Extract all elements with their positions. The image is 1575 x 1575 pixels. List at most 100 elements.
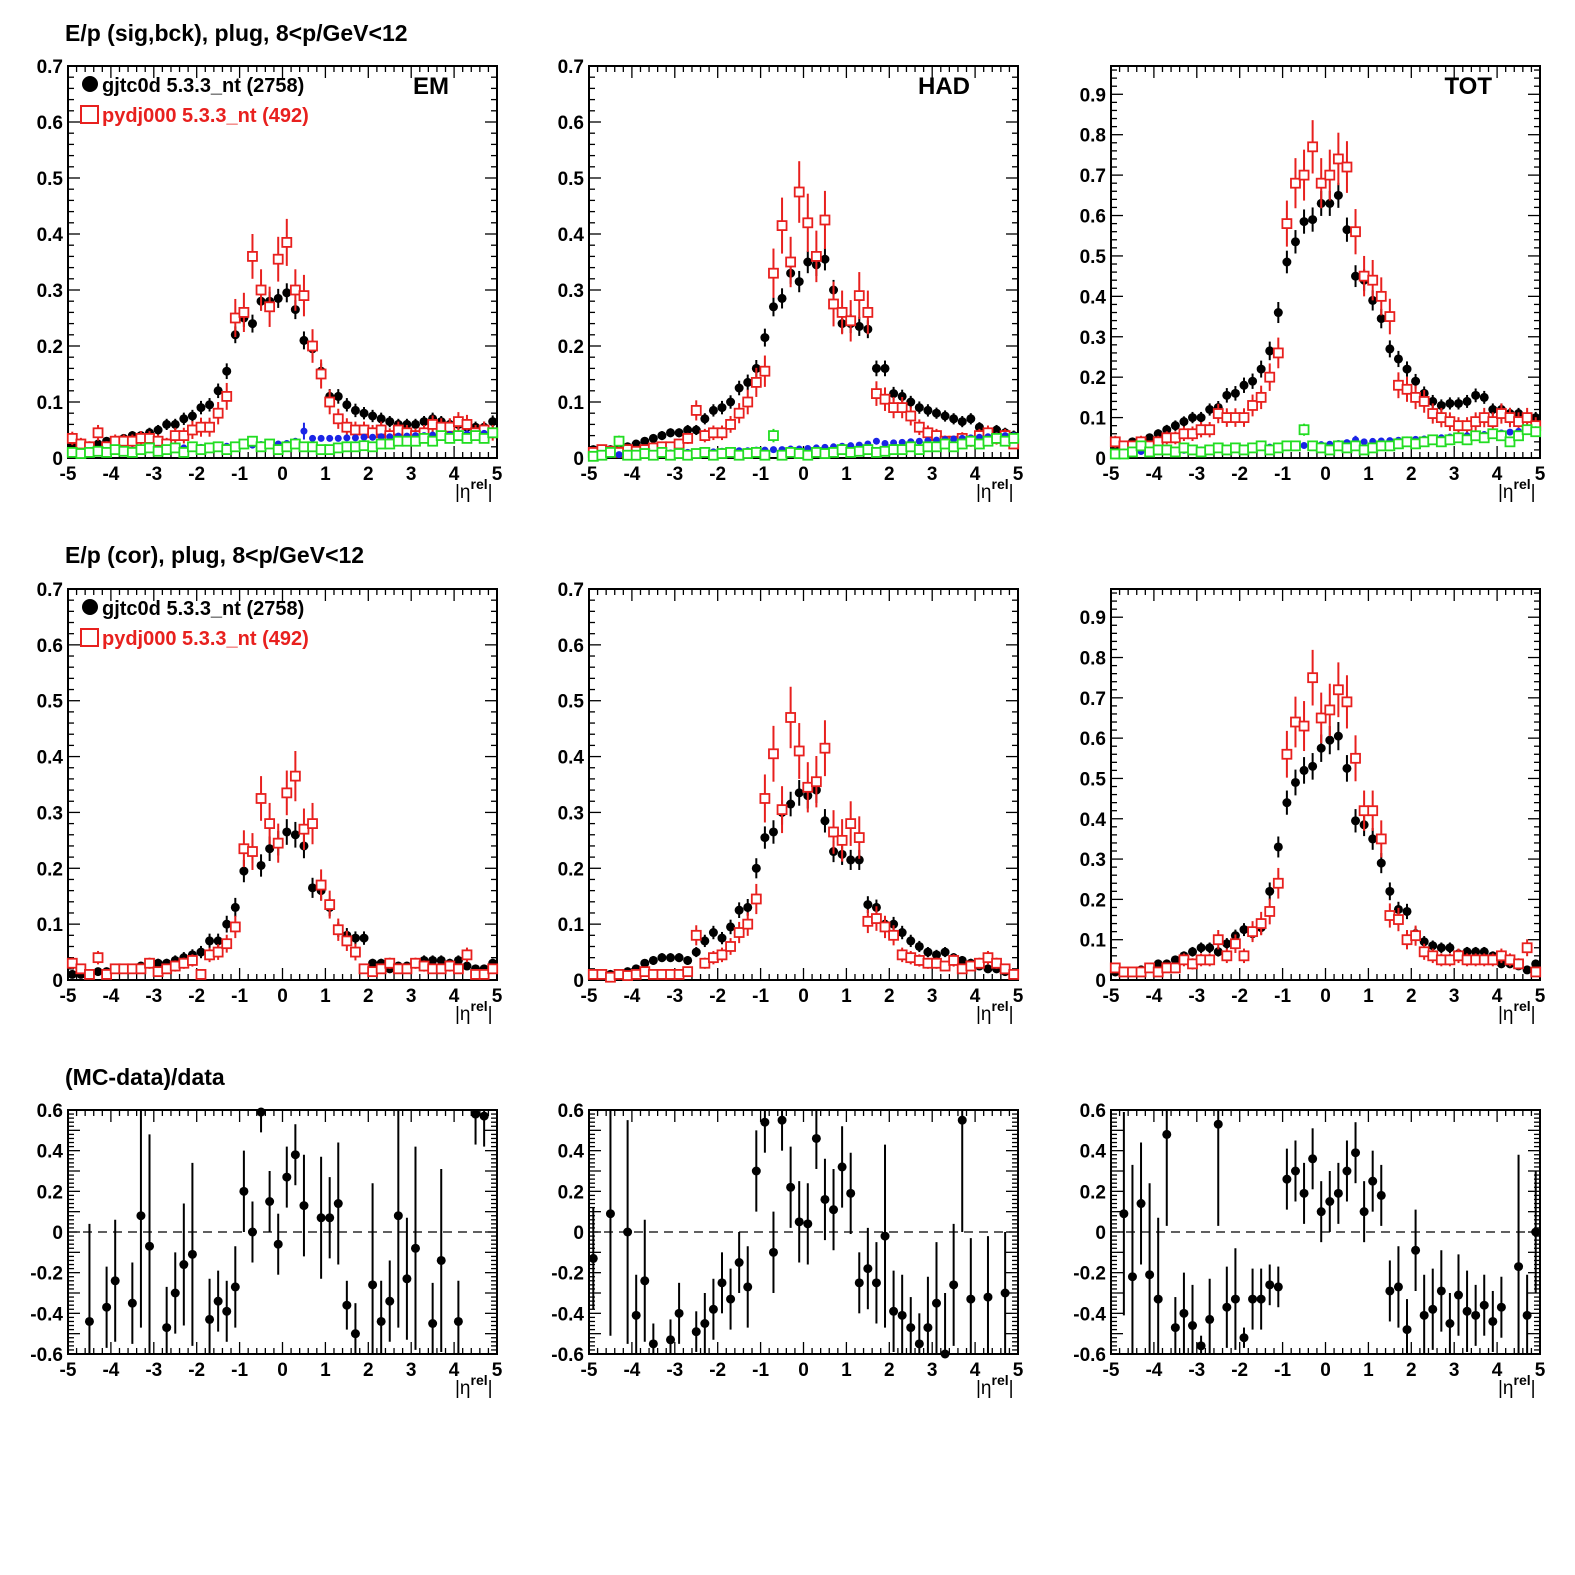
data-point <box>410 1243 420 1253</box>
data-point <box>238 843 250 855</box>
data-point <box>1307 672 1319 684</box>
data-point <box>325 1213 335 1223</box>
data-point <box>1265 886 1275 896</box>
data-point <box>375 424 387 436</box>
data-point <box>265 1197 275 1206</box>
x-tick-label: -5 <box>60 464 77 485</box>
data-point <box>1495 408 1507 419</box>
data-point <box>1393 379 1404 391</box>
data-point <box>205 1314 215 1324</box>
series-bck_mc <box>66 427 499 459</box>
y-tick-label: 0.4 <box>37 1142 64 1163</box>
data-point <box>1453 420 1464 432</box>
data-point <box>820 254 830 264</box>
data-point <box>1358 270 1370 282</box>
y-tick-label: 0.5 <box>558 692 585 713</box>
data-point <box>1316 743 1326 753</box>
data-point <box>776 220 788 232</box>
data-point <box>1436 1286 1446 1296</box>
data-point <box>949 414 959 424</box>
series-mc <box>66 218 499 453</box>
data-point <box>418 960 430 972</box>
data-point <box>290 830 300 840</box>
x-tick-label: 2 <box>884 464 895 485</box>
panel-label: HAD <box>918 73 970 100</box>
x-tick-label: -2 <box>188 986 205 1007</box>
x-axis-label: |ηrel| <box>455 998 493 1025</box>
data-point <box>1264 371 1276 383</box>
data-point <box>1419 1310 1429 1320</box>
data-point <box>315 444 327 456</box>
data-point <box>896 444 908 456</box>
data-point <box>853 832 865 843</box>
data-point <box>1204 424 1216 436</box>
data-point <box>1188 1321 1198 1331</box>
x-tick-label: 3 <box>1449 986 1460 1007</box>
data-point <box>127 1298 137 1308</box>
data-point <box>315 879 327 891</box>
data-point <box>1445 1319 1455 1328</box>
y-tick-label: 0.6 <box>1080 207 1106 228</box>
data-point <box>369 433 377 441</box>
data-point <box>991 957 1002 969</box>
x-tick-label: -4 <box>623 986 640 1007</box>
data-point <box>317 434 325 442</box>
data-point <box>1350 440 1361 452</box>
data-point <box>1324 169 1336 181</box>
data-point <box>931 1298 941 1308</box>
data-point <box>983 1292 993 1302</box>
data-point <box>751 1166 761 1176</box>
data-point <box>452 430 464 442</box>
data-point <box>879 393 891 405</box>
x-axis-label-sup: rel <box>471 476 488 492</box>
data-point <box>982 435 994 447</box>
data-point <box>965 960 977 972</box>
data-point <box>1290 716 1301 728</box>
data-point <box>1358 805 1370 817</box>
data-point <box>309 434 317 442</box>
data-point <box>768 1247 778 1257</box>
x-axis-label: |ηrel| <box>1498 998 1536 1025</box>
data-point <box>1530 966 1542 978</box>
data-point <box>889 1306 899 1316</box>
data-point <box>84 446 95 458</box>
x-axis-label-sup: rel <box>1514 476 1531 492</box>
data-point <box>178 430 190 442</box>
data-point <box>92 427 104 439</box>
x-tick-label: -5 <box>581 464 598 485</box>
data-point <box>648 955 658 965</box>
y-tick-label: 0.2 <box>37 1182 63 1203</box>
x-tick-label: -4 <box>1145 464 1162 485</box>
data-point <box>92 445 104 457</box>
data-point <box>479 1111 489 1121</box>
data-point <box>1127 966 1138 978</box>
y-tick-label: 0.3 <box>37 803 63 824</box>
y-tick-label: 0.7 <box>558 580 584 601</box>
data-point <box>289 438 301 450</box>
data-point <box>940 411 950 421</box>
data-point <box>716 427 728 439</box>
data-point <box>630 969 642 980</box>
data-point <box>639 448 651 459</box>
data-point <box>923 405 933 415</box>
data-point <box>1367 442 1379 454</box>
data-point <box>699 430 711 442</box>
data-point <box>377 433 385 441</box>
data-point <box>1144 962 1156 974</box>
data-point <box>368 958 378 968</box>
data-point <box>725 418 736 430</box>
row3-title: (MC-data)/data <box>65 1064 225 1090</box>
x-tick-label: -5 <box>1103 1360 1120 1381</box>
data-point <box>1428 396 1438 406</box>
x-axis-label: |ηrel| <box>1498 476 1536 503</box>
data-point <box>212 946 224 958</box>
data-point <box>1453 950 1464 962</box>
x-tick-label: -5 <box>581 986 598 1007</box>
data-point <box>743 902 753 912</box>
data-point <box>666 1335 676 1345</box>
data-point <box>1230 412 1241 423</box>
x-tick-label: -5 <box>1103 986 1120 1007</box>
data-point <box>743 377 753 387</box>
data-point <box>596 969 608 980</box>
data-point <box>1178 428 1190 440</box>
